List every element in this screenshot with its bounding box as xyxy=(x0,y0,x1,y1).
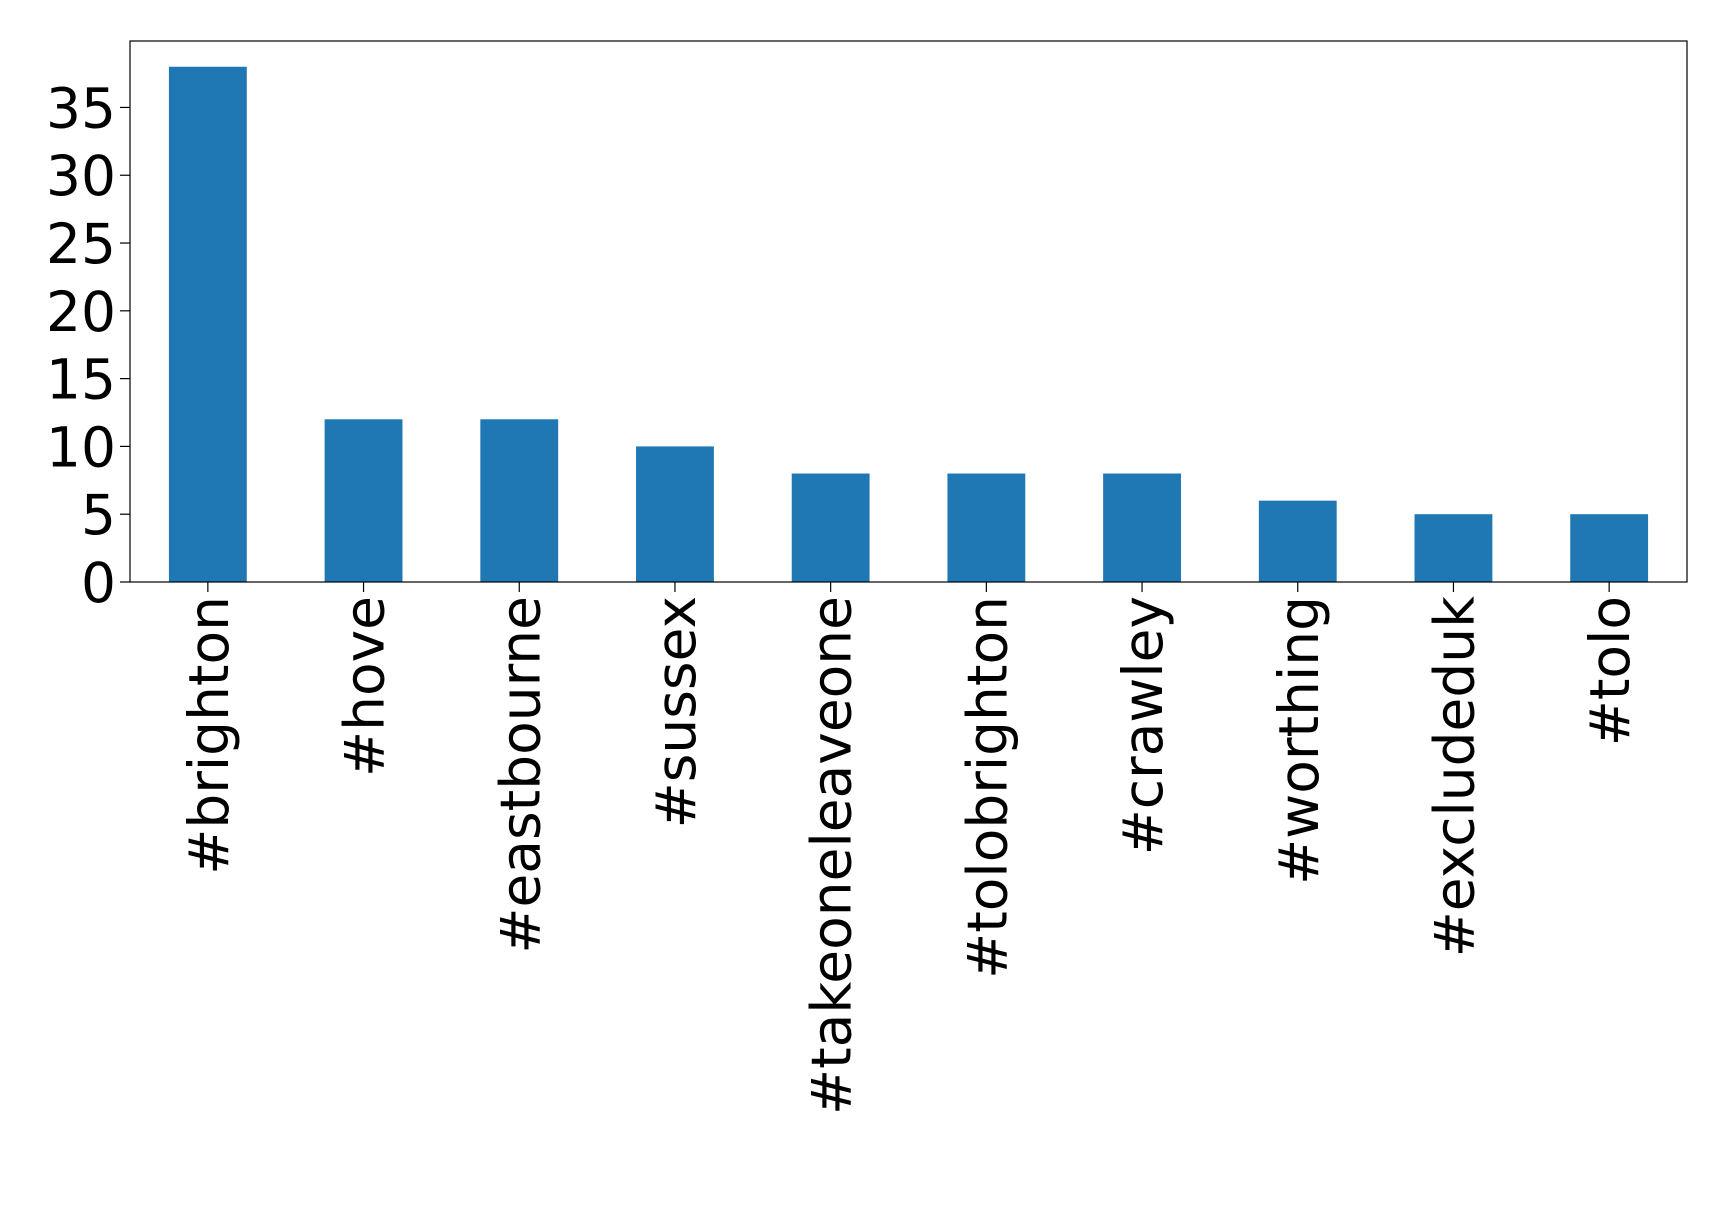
bar xyxy=(947,473,1026,582)
y-tick-label: 0 xyxy=(81,551,116,615)
plot-frame xyxy=(129,40,1688,583)
x-tick-label: #eastbourne xyxy=(488,596,552,954)
x-tick-label: #worthing xyxy=(1267,596,1331,885)
y-tick-label: 5 xyxy=(81,483,116,547)
y-tick-label: 35 xyxy=(46,76,116,140)
bar xyxy=(1258,500,1337,582)
bar xyxy=(1103,473,1181,582)
y-tick-label: 15 xyxy=(46,348,116,412)
bar xyxy=(1414,514,1493,582)
x-tick-label: #tolobrighton xyxy=(955,596,1019,979)
bar xyxy=(480,419,559,582)
bar xyxy=(791,473,870,582)
x-tick-label: #crawley xyxy=(1111,596,1175,855)
y-tick-label: 10 xyxy=(46,415,116,479)
x-tick-label: #sussex xyxy=(644,596,708,828)
y-tick-label: 30 xyxy=(46,144,116,208)
x-tick-label: #tolo xyxy=(1578,596,1642,746)
x-tick-label: #hove xyxy=(333,596,397,777)
x-tick-label: #brighton xyxy=(177,596,241,875)
y-tick-label: 20 xyxy=(46,280,116,344)
bar xyxy=(168,66,247,582)
y-tick-label: 25 xyxy=(46,212,116,276)
x-tick-label: #takeoneleaveone xyxy=(800,596,864,1115)
bar xyxy=(324,419,403,582)
bar xyxy=(1570,514,1649,582)
x-tick-label: #excludeduk xyxy=(1422,596,1486,957)
bar xyxy=(636,446,714,582)
